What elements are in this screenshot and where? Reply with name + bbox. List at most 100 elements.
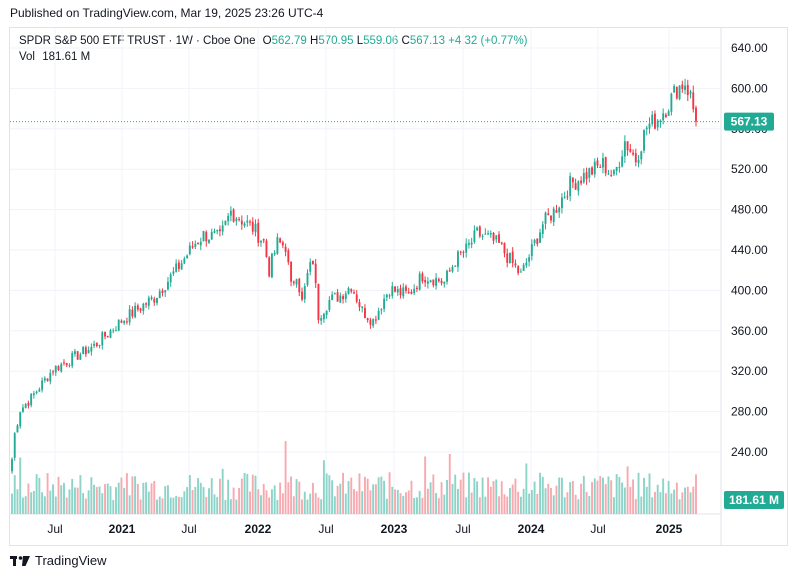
- candle-body: [13, 433, 16, 458]
- volume-bar: [385, 498, 388, 514]
- candle-body: [503, 243, 506, 254]
- candle-body: [106, 335, 109, 337]
- candle-body: [550, 215, 552, 221]
- x-tick-label: Jul: [455, 522, 470, 536]
- candle-body: [76, 351, 79, 360]
- volume-bar: [673, 489, 676, 514]
- volume-bar: [675, 482, 678, 514]
- candle-body: [19, 412, 22, 427]
- volume-bar: [317, 497, 320, 514]
- candle-body: [112, 330, 115, 332]
- candle-body: [459, 251, 462, 253]
- volume-bar: [407, 490, 410, 514]
- candle-body: [177, 262, 180, 269]
- candle-body: [664, 114, 667, 117]
- candle-body: [292, 281, 295, 284]
- volume-bar: [363, 476, 366, 514]
- candle-body: [284, 246, 287, 252]
- candle-body: [128, 309, 131, 323]
- candle-body: [391, 286, 394, 296]
- volume-bar: [563, 497, 566, 514]
- volume-bar: [128, 495, 131, 514]
- volume-bar: [372, 484, 375, 514]
- volume-bar: [577, 499, 580, 514]
- close-label: C: [401, 35, 410, 47]
- candle-body: [415, 287, 418, 290]
- volume-bar: [249, 491, 251, 514]
- candle-body: [79, 354, 82, 360]
- candle-body: [281, 242, 284, 246]
- candle-body: [487, 233, 490, 235]
- volume-value: 181.61 M: [42, 51, 91, 63]
- candle-body: [202, 230, 205, 242]
- volume-bar: [54, 496, 57, 514]
- candle-body: [257, 222, 260, 243]
- volume-bar: [684, 487, 687, 514]
- candle-body: [240, 220, 243, 225]
- candle-body: [32, 393, 35, 396]
- volume-bar: [320, 499, 323, 514]
- candle-body: [224, 220, 227, 225]
- volume-bar: [161, 498, 164, 514]
- volume-bar: [270, 489, 273, 514]
- volume-bar: [27, 483, 30, 514]
- symbol-legend: SPDR S&P 500 ETF TRUST · 1W · Cboe One O…: [19, 35, 528, 47]
- volume-bar: [514, 478, 517, 514]
- candle-body: [692, 92, 695, 110]
- volume-bar: [465, 497, 468, 514]
- volume-bar: [87, 490, 90, 514]
- volume-bar: [339, 483, 342, 514]
- volume-bar: [177, 496, 180, 514]
- volume-label: Vol: [19, 51, 35, 63]
- candle-body: [11, 459, 13, 472]
- volume-legend: Vol 181.61 M: [19, 51, 90, 63]
- volume-bar: [681, 492, 684, 514]
- volume-bar: [254, 475, 257, 514]
- volume-bar: [167, 485, 169, 514]
- candle-body: [16, 425, 19, 433]
- volume-bar: [303, 491, 306, 514]
- volume-bar: [246, 473, 249, 514]
- volume-bar: [19, 457, 22, 514]
- low-label: L: [356, 35, 364, 47]
- candle-body: [544, 212, 547, 224]
- candle-body: [306, 272, 309, 285]
- candle-body: [662, 113, 665, 121]
- candle-body: [115, 330, 117, 332]
- volume-bar: [533, 481, 536, 514]
- volume-bar: [347, 481, 350, 514]
- volume-bar: [298, 481, 301, 514]
- volume-bar: [582, 475, 585, 514]
- candle-body: [303, 286, 306, 300]
- volume-bar: [689, 492, 692, 514]
- candle-body: [65, 363, 68, 366]
- candle-body: [298, 278, 301, 293]
- published-caption: Published on TradingView.com, Mar 19, 20…: [10, 6, 324, 20]
- candle-body: [443, 281, 446, 284]
- volume-bar: [558, 477, 561, 514]
- candle-body: [560, 197, 563, 209]
- candle-body: [618, 166, 621, 168]
- candle-body: [366, 318, 369, 321]
- candle-body: [574, 183, 577, 190]
- candle-body: [265, 240, 268, 257]
- volume-bar: [443, 494, 446, 514]
- volume-bar: [405, 492, 407, 514]
- chart-frame: [9, 27, 788, 546]
- candle-body: [374, 319, 377, 321]
- candle-body: [117, 319, 120, 331]
- volume-bar: [426, 488, 429, 514]
- volume-bar: [188, 475, 191, 514]
- candle-body: [612, 170, 615, 175]
- volume-bar: [328, 475, 331, 514]
- candle-body: [125, 321, 128, 323]
- volume-bar: [517, 491, 520, 514]
- volume-bar: [221, 468, 224, 514]
- volume-bar: [101, 493, 104, 514]
- volume-bar: [484, 496, 487, 514]
- volume-bar: [57, 476, 60, 514]
- volume-bar: [530, 490, 533, 514]
- candle-body: [268, 257, 271, 277]
- volume-bar: [287, 482, 290, 514]
